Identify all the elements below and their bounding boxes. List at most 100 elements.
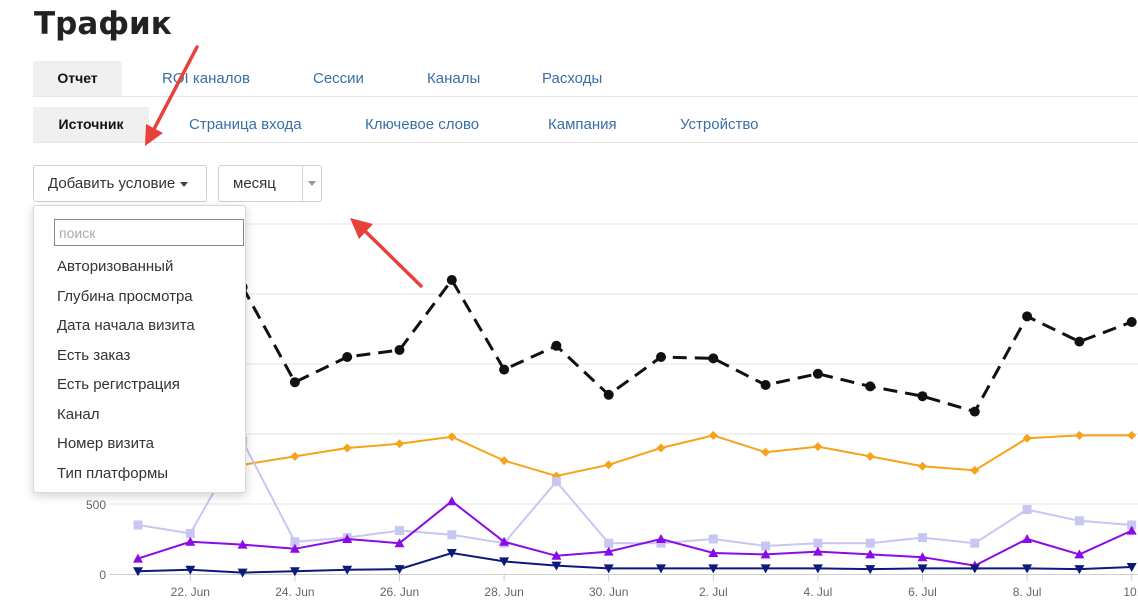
tab-report[interactable]: Отчет [33, 61, 122, 96]
data-point [394, 345, 405, 355]
data-point [761, 541, 771, 551]
data-point [812, 368, 823, 379]
data-point [499, 364, 510, 375]
data-point [185, 565, 196, 575]
data-point [185, 536, 196, 546]
data-point [1074, 549, 1085, 559]
data-point [290, 451, 300, 461]
traffic-chart: 0 500 22. Jun 24. Jun 26. Jun 28. Jun 30. Jun… [86, 223, 1138, 599]
data-point [656, 534, 666, 543]
data-point [603, 564, 614, 574]
data-point [342, 443, 352, 453]
search-input[interactable] [54, 219, 244, 246]
tabs-divider [33, 142, 1138, 143]
series-line [241, 278, 1133, 414]
condition-option[interactable]: Авторизованный [57, 258, 174, 275]
data-point [865, 381, 876, 392]
data-point [499, 536, 510, 546]
data-point [865, 538, 875, 548]
data-point [918, 461, 927, 471]
data-point [604, 460, 614, 470]
data-point [1074, 565, 1085, 575]
series-line [242, 434, 1132, 478]
x-tick-label: 26. Jun [380, 585, 419, 599]
tab-device[interactable]: Устройство [680, 116, 759, 133]
data-point [865, 451, 875, 461]
data-point [289, 567, 300, 577]
condition-option[interactable]: Тип платформы [57, 464, 169, 482]
tab-sessions[interactable]: Сессии [313, 70, 364, 87]
tab-campaign[interactable]: Кампания [548, 116, 617, 133]
data-point [1127, 520, 1137, 530]
data-point [1022, 564, 1033, 574]
x-tick-label: 10. [1123, 585, 1138, 599]
tab-landing-page[interactable]: Страница входа [189, 116, 302, 133]
data-point [656, 538, 666, 548]
data-point [708, 564, 719, 574]
x-tick-label: 24. Jun [275, 585, 314, 599]
data-point [656, 564, 666, 574]
tab-channels[interactable]: Каналы [427, 70, 481, 87]
data-point [865, 565, 876, 575]
data-point [551, 550, 562, 560]
data-point [760, 564, 771, 574]
secondary-tabs: Источник Страница входа Ключевое слово К… [0, 107, 1138, 143]
x-tick-label: 2. Jul [699, 585, 728, 599]
page-title: Трафик [34, 6, 172, 42]
data-point [604, 538, 614, 548]
condition-option[interactable]: Есть регистрация [57, 376, 180, 393]
data-point [1126, 563, 1137, 572]
condition-option[interactable]: Дата начала визита [57, 317, 195, 334]
condition-option[interactable]: Есть заказ [57, 346, 131, 364]
data-point [1022, 311, 1033, 322]
data-point [708, 430, 718, 440]
tab-roi-channels[interactable]: ROI каналов [162, 70, 250, 87]
y-tick-label: 0 [99, 568, 106, 582]
data-point [917, 552, 928, 562]
data-point [447, 432, 457, 442]
data-point [812, 546, 823, 556]
x-tick-label: 8. Jul [1013, 585, 1042, 599]
add-condition-label: Добавить условие [48, 175, 176, 192]
data-point [1074, 336, 1085, 347]
series-line [137, 499, 1133, 567]
data-point [289, 543, 300, 553]
data-point [551, 561, 562, 571]
data-point [394, 565, 405, 575]
data-point [918, 533, 927, 543]
tab-source[interactable]: Источник [33, 107, 149, 142]
condition-option[interactable]: Глубина просмотра [57, 287, 193, 305]
data-point [499, 456, 509, 466]
data-point [1126, 525, 1137, 535]
data-point [969, 564, 980, 574]
data-point [760, 549, 771, 559]
x-tick-label: 22. Jun [171, 585, 210, 599]
data-point [237, 568, 248, 578]
data-point [237, 539, 248, 549]
data-point [342, 352, 353, 362]
data-point [1074, 516, 1084, 526]
data-point [290, 537, 300, 547]
tab-keyword[interactable]: Ключевое слово [365, 116, 480, 133]
data-point [760, 380, 771, 390]
condition-option[interactable]: Номер визита [57, 435, 154, 452]
data-point [395, 526, 404, 536]
data-point [551, 477, 561, 487]
data-point [342, 565, 353, 575]
data-point [342, 534, 353, 543]
condition-option[interactable]: Канал [57, 405, 100, 423]
condition-dropdown: Авторизованный Глубина просмотра Дата на… [33, 205, 246, 493]
data-point [917, 564, 928, 574]
select-divider [302, 166, 303, 201]
data-point [394, 538, 405, 548]
data-point [133, 520, 143, 530]
add-condition-button[interactable]: Добавить условие [33, 165, 207, 202]
tabs-divider [33, 96, 1138, 97]
series-line [137, 551, 1132, 574]
data-point [603, 389, 614, 400]
x-tick-label: 28. Jun [484, 585, 523, 599]
period-select[interactable]: месяц [218, 165, 322, 202]
data-point [447, 530, 457, 540]
tab-expenses[interactable]: Расходы [542, 70, 603, 87]
data-point [499, 557, 510, 567]
